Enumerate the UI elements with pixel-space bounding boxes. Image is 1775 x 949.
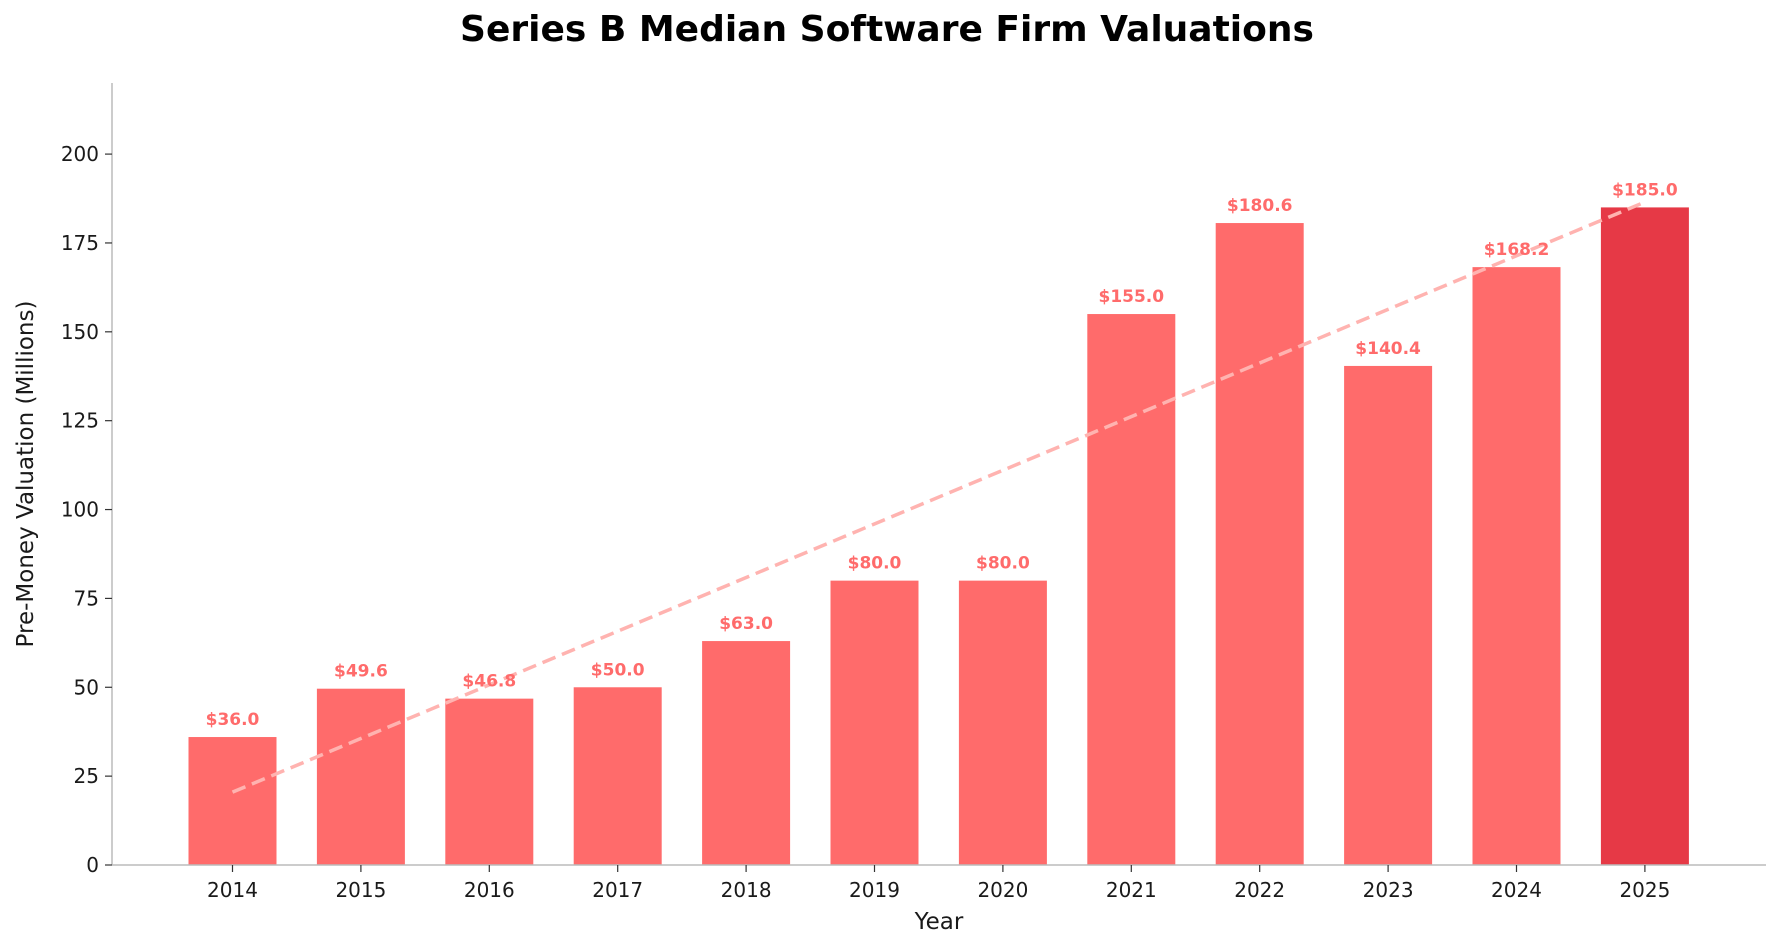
x-tick-label: 2025: [1619, 878, 1670, 902]
x-tick-label: 2020: [977, 878, 1028, 902]
chart-title: Series B Median Software Firm Valuations: [460, 9, 1314, 50]
y-tick-label: 125: [61, 409, 99, 433]
trendline: [231, 200, 1646, 794]
bar-2017: [573, 687, 662, 865]
y-tick-label: 150: [61, 320, 99, 344]
bar-2023: [1344, 365, 1433, 865]
x-tick-label: 2016: [464, 878, 515, 902]
y-axis-label: Pre-Money Valuation (Millions): [13, 301, 39, 648]
x-axis-label: Year: [914, 909, 964, 935]
bar-2024: [1472, 267, 1561, 865]
data-label-2021: $155.0: [1098, 287, 1164, 307]
x-tick-label: 2017: [592, 878, 643, 902]
y-tick-label: 25: [74, 764, 99, 788]
data-label-2014: $36.0: [206, 710, 260, 730]
bar-2015: [316, 688, 405, 865]
y-tick-label: 175: [61, 231, 99, 255]
bar-2016: [445, 698, 534, 865]
data-label-2017: $50.0: [591, 660, 645, 680]
data-label-2016: $46.8: [462, 672, 516, 692]
data-label-2015: $49.6: [334, 662, 388, 682]
data-label-2024: $168.2: [1484, 240, 1550, 260]
y-tick-label: 200: [61, 142, 99, 166]
x-tick-label: 2019: [849, 878, 900, 902]
y-tick-label: 0: [86, 853, 99, 877]
x-tick-label: 2021: [1106, 878, 1157, 902]
y-tick-label: 75: [74, 586, 99, 610]
data-label-2025: $185.0: [1612, 180, 1678, 200]
x-tick-label: 2018: [721, 878, 772, 902]
y-tick-label: 100: [61, 498, 99, 522]
x-tick-label: 2022: [1234, 878, 1285, 902]
x-tick-label: 2015: [335, 878, 386, 902]
bar-2018: [702, 641, 791, 865]
data-label-2019: $80.0: [848, 554, 902, 574]
x-tick-label: 2023: [1363, 878, 1414, 902]
x-tick-label: 2024: [1491, 878, 1542, 902]
bar-2025: [1600, 207, 1689, 866]
y-tick-label: 50: [74, 675, 99, 699]
bar-2021: [1087, 314, 1176, 866]
data-label-2020: $80.0: [976, 554, 1030, 574]
bar-2022: [1215, 223, 1304, 866]
bar-2014: [188, 737, 277, 865]
bar-2019: [830, 580, 919, 865]
data-label-2018: $63.0: [719, 614, 773, 634]
data-label-2022: $180.6: [1227, 196, 1293, 216]
x-tick-label: 2014: [207, 878, 258, 902]
bar-2020: [958, 580, 1047, 865]
data-label-2023: $140.4: [1355, 339, 1421, 359]
